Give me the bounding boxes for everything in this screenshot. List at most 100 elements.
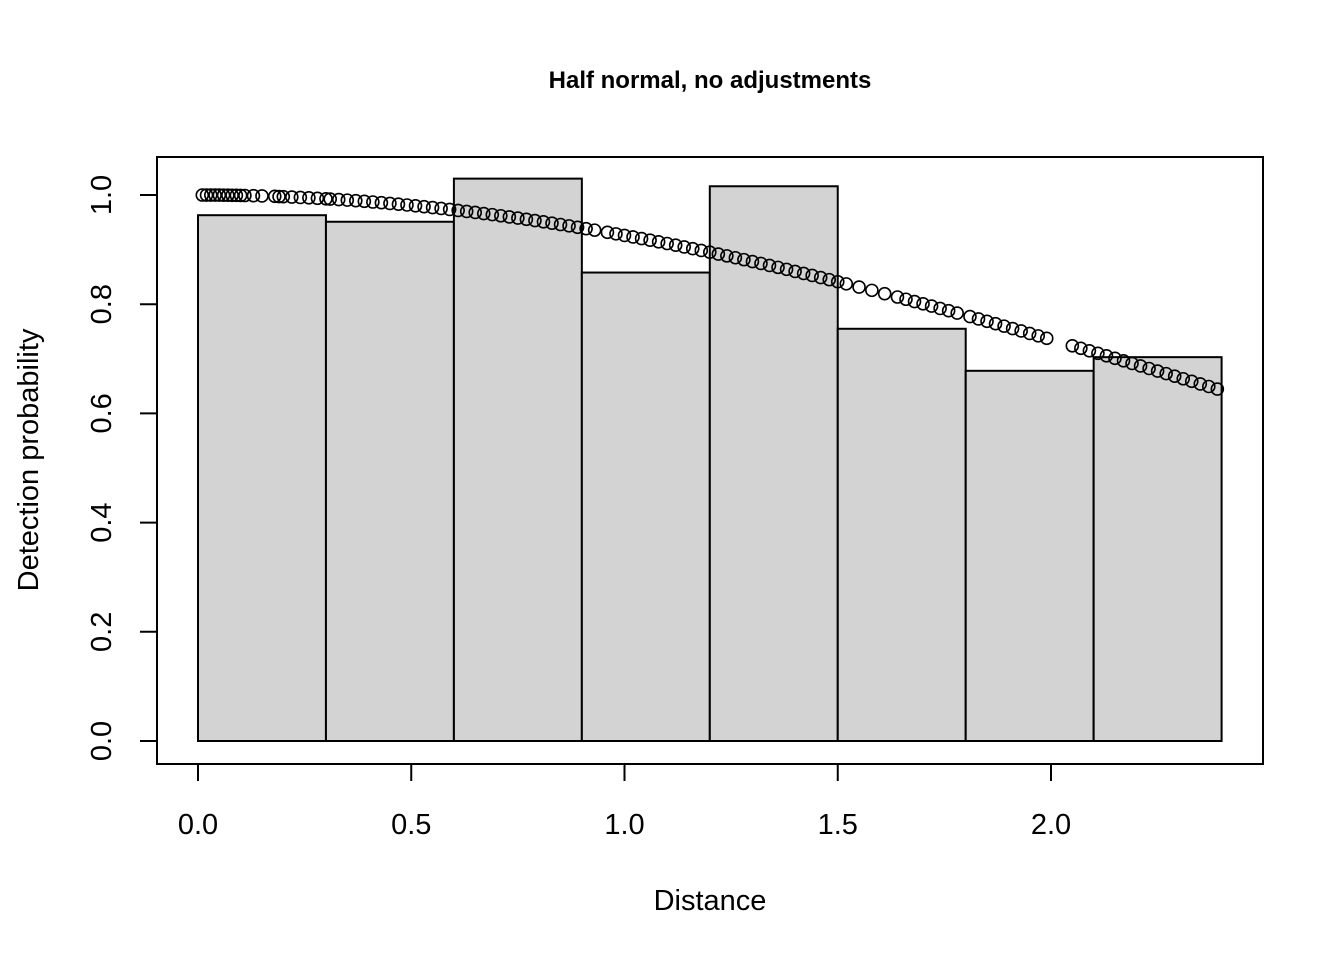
fitted-point — [877, 286, 892, 301]
x-tick-label: 1.5 — [818, 809, 858, 841]
fitted-point — [745, 254, 760, 269]
y-tick-label: 0.6 — [86, 393, 118, 433]
fitted-point — [553, 217, 568, 232]
fitted-point — [587, 223, 602, 237]
fitted-point — [720, 249, 734, 263]
fitted-point — [272, 189, 286, 204]
fitted-point — [238, 188, 252, 203]
fitted-point — [779, 262, 794, 277]
fitted-point — [668, 238, 683, 253]
fitted-point — [805, 268, 819, 283]
fitted-point — [651, 235, 666, 249]
fitted-point — [276, 189, 291, 204]
histogram-bar — [324, 220, 455, 742]
fitted-point — [374, 195, 389, 210]
x-tick-label: 2.0 — [1031, 809, 1071, 841]
fitted-point — [677, 240, 692, 254]
fitted-point — [916, 296, 930, 311]
fitted-point — [246, 188, 261, 203]
fitted-point — [451, 203, 465, 218]
fitted-point — [796, 266, 811, 281]
fitted-point — [229, 188, 244, 203]
y-axis: 0.0 0.2 0.4 0.6 0.8 1.0 — [86, 175, 158, 761]
fitted-point — [502, 210, 517, 224]
fitted-point — [1125, 356, 1139, 371]
histogram-bars — [197, 177, 1223, 743]
fitted-point — [319, 191, 333, 206]
fitted-point — [323, 192, 338, 206]
fitted-point — [417, 199, 431, 214]
chart-title: Half normal, no adjustments — [549, 67, 872, 94]
fitted-point — [1193, 377, 1208, 391]
fitted-point — [357, 194, 372, 209]
fitted-point — [562, 219, 576, 233]
fitted-point — [1091, 346, 1105, 361]
fitted-point — [1014, 324, 1028, 338]
fitted-point — [434, 201, 448, 216]
fitted-point — [1108, 351, 1122, 366]
fitted-point — [1210, 382, 1225, 396]
fitted-point — [1202, 379, 1216, 394]
x-tick-label: 1.0 — [604, 809, 644, 841]
fitted-point — [468, 205, 483, 220]
y-tick-label: 0.8 — [86, 284, 118, 324]
fitted-point — [476, 206, 491, 221]
histogram-bar — [580, 271, 711, 742]
fitted-point — [728, 250, 743, 265]
fitted-point — [950, 306, 964, 320]
y-tick-label: 0.2 — [86, 612, 118, 652]
fitted-point — [963, 309, 977, 324]
fitted-point — [626, 230, 640, 244]
fitted-point — [924, 299, 939, 313]
fitted-point — [1031, 329, 1046, 343]
fitted-point — [400, 198, 414, 212]
fitted-point — [988, 316, 1003, 331]
fitted-point — [293, 190, 308, 205]
fitted-point — [1039, 331, 1054, 346]
fitted-point — [331, 192, 346, 207]
fitted-point — [233, 188, 248, 203]
fitted-point — [1133, 359, 1148, 373]
histogram-bar — [964, 369, 1095, 742]
fitted-point — [711, 247, 726, 261]
fitted-point — [255, 189, 269, 203]
fitted-point — [852, 280, 866, 294]
fitted-point — [285, 190, 299, 204]
fitted-curve-points — [195, 188, 1225, 396]
fitted-point — [997, 319, 1011, 333]
y-tick-label: 0.4 — [86, 502, 118, 542]
fitted-point — [425, 200, 440, 215]
fitted-point — [822, 272, 837, 287]
fitted-point — [1022, 326, 1037, 341]
fitted-point — [494, 208, 508, 223]
histogram-bar — [1092, 356, 1223, 742]
fitted-point — [788, 264, 802, 279]
fitted-point — [609, 227, 623, 241]
fitted-point — [528, 213, 542, 228]
fitted-point — [1082, 343, 1097, 358]
fitted-point — [408, 199, 423, 213]
fitted-point — [762, 258, 777, 273]
y-tick-label: 1.0 — [86, 175, 118, 215]
fitted-point — [340, 193, 355, 207]
fitted-point — [302, 191, 316, 205]
fitted-point — [519, 212, 534, 227]
fitted-point — [485, 207, 500, 222]
histogram-bar — [197, 214, 327, 742]
fitted-point — [1005, 321, 1020, 336]
fitted-point — [1176, 371, 1191, 386]
x-tick-label: 0.0 — [178, 809, 218, 841]
fitted-point — [971, 312, 986, 326]
fitted-point — [980, 314, 994, 329]
histogram-bar — [836, 327, 967, 742]
fitted-point — [600, 225, 615, 240]
fitted-point — [349, 193, 363, 208]
fitted-point — [754, 256, 768, 271]
fitted-point — [907, 294, 922, 309]
fitted-point — [1167, 369, 1182, 383]
fitted-point — [1184, 374, 1199, 389]
fitted-point — [442, 202, 457, 217]
fitted-point — [890, 290, 905, 304]
x-axis: 0.0 0.5 1.0 1.5 2.0 — [178, 763, 1071, 841]
y-tick-label: 0.0 — [86, 721, 118, 761]
